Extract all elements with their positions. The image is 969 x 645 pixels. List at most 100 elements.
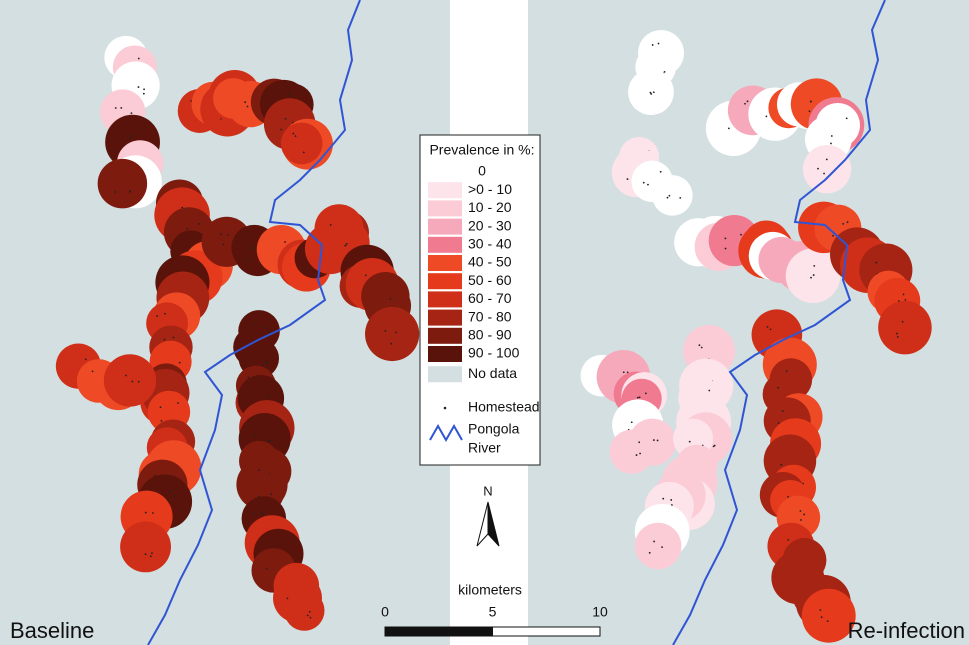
homestead xyxy=(131,112,133,114)
homestead xyxy=(810,277,812,279)
legend-label: >0 - 10 xyxy=(468,181,512,197)
legend-label: 40 - 50 xyxy=(468,254,512,270)
homestead xyxy=(639,396,641,398)
homestead xyxy=(249,246,251,248)
homestead xyxy=(668,195,670,197)
homestead xyxy=(667,197,669,199)
homestead xyxy=(905,299,907,301)
homestead xyxy=(384,330,386,332)
legend-swatch xyxy=(428,182,462,198)
homestead xyxy=(160,406,162,408)
homestead xyxy=(161,420,163,422)
homestead xyxy=(138,86,140,88)
homestead xyxy=(875,262,877,264)
homestead xyxy=(809,110,811,112)
homestead xyxy=(284,241,286,243)
homestead xyxy=(262,364,264,366)
homestead xyxy=(152,512,154,514)
homestead xyxy=(827,620,829,622)
homestead xyxy=(813,265,815,267)
homestead-area xyxy=(120,521,171,572)
legend-title: Prevalence in %: xyxy=(429,142,534,158)
homestead xyxy=(650,93,652,95)
homestead xyxy=(261,512,263,514)
homestead xyxy=(143,93,145,95)
homestead xyxy=(254,434,256,436)
legend-label: 0 xyxy=(478,163,486,179)
homestead xyxy=(280,129,282,131)
homestead xyxy=(830,143,832,145)
homestead xyxy=(174,495,176,497)
legend-river: Pongola xyxy=(468,421,520,437)
homestead xyxy=(303,151,305,153)
homestead xyxy=(698,344,700,346)
homestead xyxy=(247,377,249,379)
homestead xyxy=(268,331,270,333)
homestead xyxy=(156,315,158,317)
homestead xyxy=(249,258,251,260)
homestead xyxy=(701,347,703,349)
homestead xyxy=(145,553,147,555)
homestead xyxy=(823,173,825,175)
legend-label: 90 - 100 xyxy=(468,345,520,361)
homestead xyxy=(265,327,267,329)
homestead xyxy=(657,440,659,442)
homestead-area xyxy=(104,354,156,406)
homestead-area xyxy=(878,301,932,355)
homestead xyxy=(725,248,727,250)
homestead xyxy=(652,44,654,46)
homestead xyxy=(179,362,181,364)
homestead xyxy=(631,421,633,423)
homestead xyxy=(390,298,392,300)
homestead xyxy=(777,387,779,389)
homestead xyxy=(266,361,268,363)
scale-tick-label: 0 xyxy=(381,604,389,620)
homestead xyxy=(747,100,749,102)
scale-unit: kilometers xyxy=(458,582,522,598)
homestead xyxy=(170,491,172,493)
homestead-symbol xyxy=(444,407,447,410)
homestead xyxy=(186,228,188,230)
homestead xyxy=(267,396,269,398)
homestead xyxy=(310,617,312,619)
homestead xyxy=(636,454,638,456)
legend-swatch xyxy=(428,237,462,253)
homestead xyxy=(786,370,788,372)
legend-label: 60 - 70 xyxy=(468,290,512,306)
homestead xyxy=(661,546,663,548)
homestead-area xyxy=(652,175,693,216)
homestead xyxy=(266,568,268,570)
page: Prevalence in %: 0>0 - 1010 - 2020 - 303… xyxy=(0,0,969,645)
homestead xyxy=(258,469,260,471)
legend-label: 50 - 60 xyxy=(468,272,512,288)
legend-river: River xyxy=(468,440,501,456)
homestead xyxy=(395,332,397,334)
homestead xyxy=(679,197,681,199)
homestead xyxy=(842,223,844,225)
homestead xyxy=(897,336,899,338)
homestead xyxy=(220,233,222,235)
homestead xyxy=(145,512,147,514)
homestead xyxy=(270,493,272,495)
homestead xyxy=(638,441,640,443)
north-arrow xyxy=(488,502,499,546)
scale-tick-label: 10 xyxy=(592,604,608,620)
homestead xyxy=(129,191,131,193)
homestead xyxy=(744,103,746,105)
homestead xyxy=(85,358,87,360)
homestead xyxy=(307,614,309,616)
homestead xyxy=(365,274,367,276)
legend-swatch xyxy=(428,366,462,382)
legend-swatch xyxy=(428,346,462,362)
legend-swatch xyxy=(428,328,462,344)
homestead xyxy=(728,127,730,129)
north-arrow xyxy=(477,502,488,546)
homestead xyxy=(847,221,849,223)
homestead xyxy=(639,453,641,455)
legend-swatch xyxy=(428,291,462,307)
homestead xyxy=(262,514,264,516)
homestead xyxy=(740,234,742,236)
homestead xyxy=(660,171,662,173)
legend-label: 80 - 90 xyxy=(468,327,512,343)
homestead xyxy=(826,159,828,161)
